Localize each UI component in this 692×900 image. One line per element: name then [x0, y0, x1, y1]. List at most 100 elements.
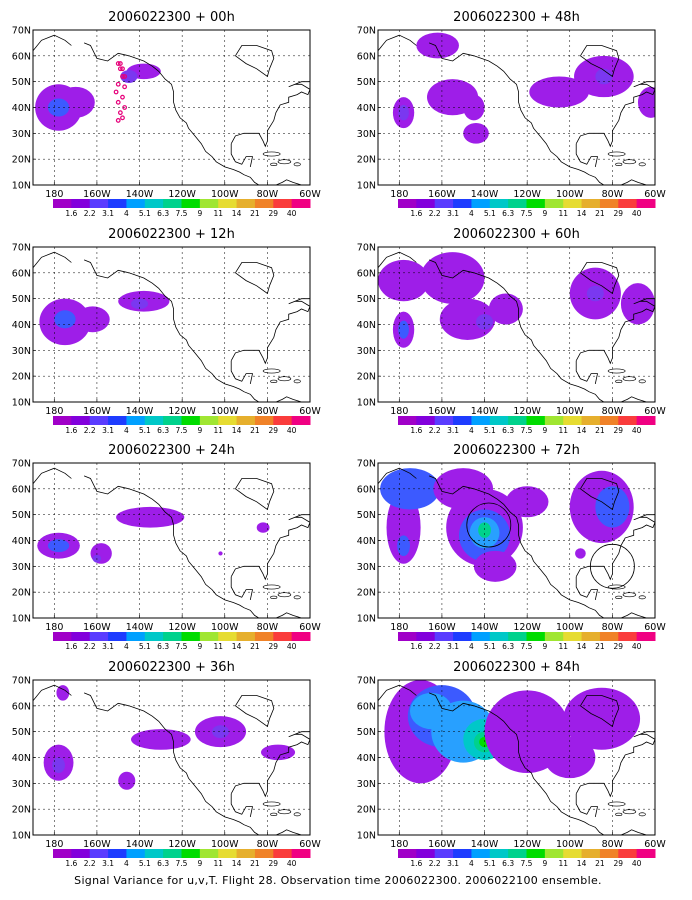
colorbar-swatch: [273, 632, 293, 641]
colorbar-label: 29: [614, 426, 624, 435]
colorbar-label: 1.6: [65, 426, 77, 435]
colorbar-swatch: [89, 632, 109, 641]
colorbar-label: 7.5: [521, 642, 533, 651]
variance-field: [378, 32, 655, 185]
colorbar-label: 40: [287, 642, 297, 651]
lat-label: 50N: [357, 727, 376, 738]
colorbar-label: 6.3: [502, 642, 514, 651]
colorbar-swatch: [126, 632, 146, 641]
island: [638, 162, 646, 167]
colorbar-swatch: [636, 849, 656, 858]
colorbar-label: 4: [469, 209, 474, 218]
colorbar-label: 4: [469, 859, 474, 868]
lat-label: 60N: [12, 701, 31, 712]
colorbar-label: 14: [577, 642, 587, 651]
colorbar-label: 14: [577, 426, 587, 435]
coastline: [580, 695, 620, 728]
colorbar-label: 1.6: [410, 642, 422, 651]
flight-track-point: [120, 74, 125, 79]
colorbar-swatch: [291, 849, 311, 858]
panel-title: 2006022300 + 12h: [108, 227, 235, 242]
colorbar-label: 9: [542, 209, 547, 218]
colorbar-label: 6.3: [502, 209, 514, 218]
lon-label: 140W: [126, 406, 154, 417]
colorbar-label: 6.3: [502, 859, 514, 868]
colorbar-swatch: [199, 416, 219, 425]
colorbar-label: 21: [595, 426, 605, 435]
colorbar-swatch: [581, 632, 601, 641]
lon-label: 100W: [211, 406, 239, 417]
lon-label: 120W: [168, 406, 196, 417]
colorbar-label: 7.5: [521, 859, 533, 868]
colorbar-swatch: [53, 199, 72, 208]
colorbar-swatch: [599, 849, 619, 858]
colorbar-label: 7.5: [176, 642, 188, 651]
lon-label: 100W: [556, 189, 584, 200]
lon-label: 80W: [257, 406, 279, 417]
lon-label: 80W: [257, 839, 279, 850]
colorbar-swatch: [236, 849, 256, 858]
lon-label: 140W: [126, 189, 154, 200]
lon-label: 180: [390, 406, 408, 417]
colorbar-label: 11: [558, 859, 568, 868]
variance-contour: [529, 76, 589, 108]
colorbar-swatch: [108, 632, 127, 641]
lat-label: 60N: [12, 268, 31, 279]
colorbar-label: 3.1: [447, 642, 459, 651]
island: [293, 595, 301, 600]
lon-label: 140W: [126, 622, 154, 633]
island: [622, 809, 637, 815]
colorbar-swatch: [544, 632, 564, 641]
lat-label: 40N: [357, 753, 376, 764]
colorbar-swatch: [563, 849, 583, 858]
lon-label: 80W: [602, 189, 624, 200]
colorbar-label: 2.2: [84, 426, 96, 435]
variance-contour: [211, 725, 230, 739]
island: [277, 376, 292, 382]
colorbar-swatch: [126, 416, 146, 425]
lon-label: 160W: [428, 622, 456, 633]
coastline: [230, 81, 310, 148]
colorbar-label: 1.6: [410, 426, 422, 435]
lat-label: 20N: [357, 588, 376, 599]
flight-track-point: [120, 94, 125, 100]
colorbar-swatch: [416, 199, 436, 208]
colorbar-label: 3.1: [447, 859, 459, 868]
flight-track-point: [120, 115, 125, 121]
coastline: [33, 34, 72, 51]
colorbar-label: 4: [124, 426, 129, 435]
coastline: [575, 360, 598, 384]
coastline: [580, 262, 620, 295]
lat-label: 30N: [12, 562, 31, 573]
lon-label: 160W: [428, 406, 456, 417]
colorbar-label: 11: [213, 426, 223, 435]
lon-label: 120W: [168, 189, 196, 200]
colorbar-label: 21: [595, 859, 605, 868]
variance-contour: [260, 744, 296, 761]
colorbar-label: 21: [250, 426, 260, 435]
island: [262, 801, 281, 807]
variance-contour: [473, 550, 517, 582]
colorbar-label: 7.5: [521, 209, 533, 218]
variance-contour: [54, 310, 76, 329]
lon-label: 80W: [257, 622, 279, 633]
colorbar-label: 11: [213, 642, 223, 651]
flight-track-point: [115, 99, 121, 105]
coastline: [83, 42, 308, 185]
lat-label: 60N: [12, 484, 31, 495]
island: [615, 812, 623, 816]
lat-label: 10N: [12, 831, 31, 842]
colorbar-swatch: [163, 632, 182, 641]
colorbar-swatch: [236, 199, 256, 208]
colorbar-label: 6.3: [157, 642, 169, 651]
colorbar-label: 2.2: [84, 209, 96, 218]
panel-title: 2006022300 + 72h: [453, 443, 580, 458]
colorbar-swatch: [126, 199, 146, 208]
lon-label: 160W: [83, 839, 111, 850]
lat-label: 20N: [357, 805, 376, 816]
colorbar-swatch: [563, 416, 583, 425]
lat-label: 70N: [12, 459, 31, 470]
map-panels: 2006022300 + 00h 70N 60N 50N 40N 30N 20N 10N 180…: [12, 10, 667, 868]
coastline: [575, 514, 655, 581]
island: [270, 162, 278, 166]
